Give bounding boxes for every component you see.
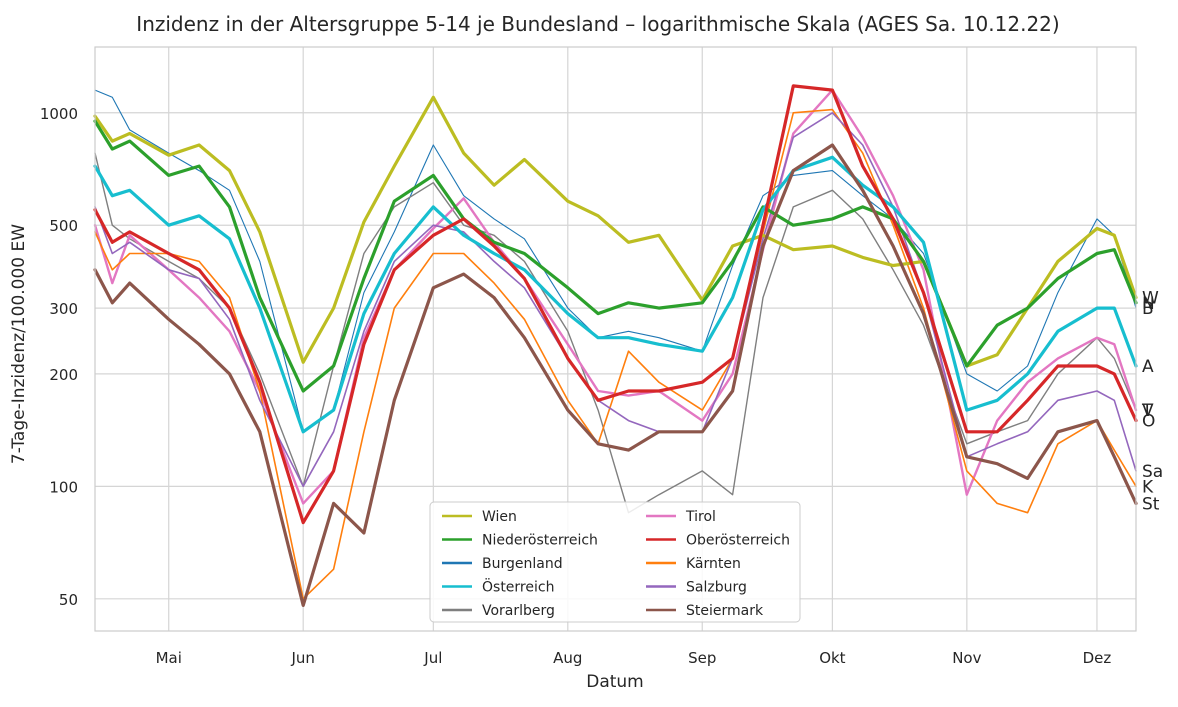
series-line-wien: [93, 95, 1138, 368]
plot-frame: [94, 46, 1137, 632]
series-line-österreich: [93, 155, 1138, 434]
y-tick-label: 100: [49, 478, 78, 496]
legend-entry: Wien: [482, 509, 517, 525]
legend-entry: Salzburg: [686, 580, 747, 596]
series-end-label: A: [1142, 357, 1154, 377]
series-line-steiermark: [93, 143, 1138, 608]
legend-entry: Österreich: [482, 578, 554, 596]
x-tick-label: Aug: [553, 649, 582, 667]
legend-entry: Burgenland: [482, 556, 563, 572]
series-end-label: B: [1142, 299, 1154, 319]
y-tick-label: 500: [49, 217, 78, 235]
legend-box: [429, 501, 801, 623]
series-line-salzburg: [94, 112, 1137, 488]
tick-labels: Mai Jun Jul Aug Sep Okt Nov Dez 50 100 200 300 500 10…: [40, 105, 1112, 667]
series-line-oberösterreich: [93, 84, 1138, 525]
series-end-labels: WNB A VTO KSa St: [1141, 289, 1163, 515]
chart-title: Inzidenz in der Altersgruppe 5-14 je Bun…: [136, 12, 1059, 36]
x-tick-label: Nov: [952, 649, 981, 667]
legend-entry: Steiermark: [686, 603, 764, 619]
series-end-label: O: [1142, 412, 1155, 432]
x-tick-label: Jun: [290, 649, 314, 667]
series-layer: [93, 84, 1138, 608]
series-end-label: Sa: [1142, 462, 1163, 482]
legend-entry: Kärnten: [686, 556, 741, 572]
series-end-label: T: [1141, 401, 1153, 421]
y-tick-label: 200: [49, 366, 78, 384]
y-tick-label: 1000: [40, 105, 78, 123]
x-tick-label: Mai: [156, 649, 182, 667]
series-end-label: N: [1142, 294, 1155, 314]
x-tick-label: Dez: [1083, 649, 1112, 667]
x-tick-label: Jul: [423, 649, 442, 667]
x-axis-label: Datum: [586, 672, 644, 692]
y-tick-label: 300: [49, 300, 78, 318]
series-end-label: V: [1142, 401, 1154, 421]
grid-layer: [95, 47, 1136, 631]
legend-entry: Tirol: [685, 509, 716, 525]
legend: Wien Niederösterreich Burgenland Österreich…: [429, 501, 801, 623]
x-tick-label: Sep: [688, 649, 716, 667]
legend-entry: Niederösterreich: [482, 533, 598, 549]
x-tick-label: Okt: [819, 649, 845, 667]
series-end-label: St: [1142, 494, 1160, 514]
series-end-label: K: [1142, 477, 1154, 497]
series-line-burgenland: [94, 89, 1137, 433]
series-end-label: W: [1142, 289, 1159, 309]
legend-entry: Vorarlberg: [482, 603, 555, 619]
y-tick-label: 50: [59, 591, 78, 609]
series-line-niederösterreich: [93, 119, 1138, 393]
legend-entry: Oberösterreich: [686, 533, 790, 549]
y-axis-label: 7-Tage-Inzidenz/100.000 EW: [9, 224, 29, 464]
